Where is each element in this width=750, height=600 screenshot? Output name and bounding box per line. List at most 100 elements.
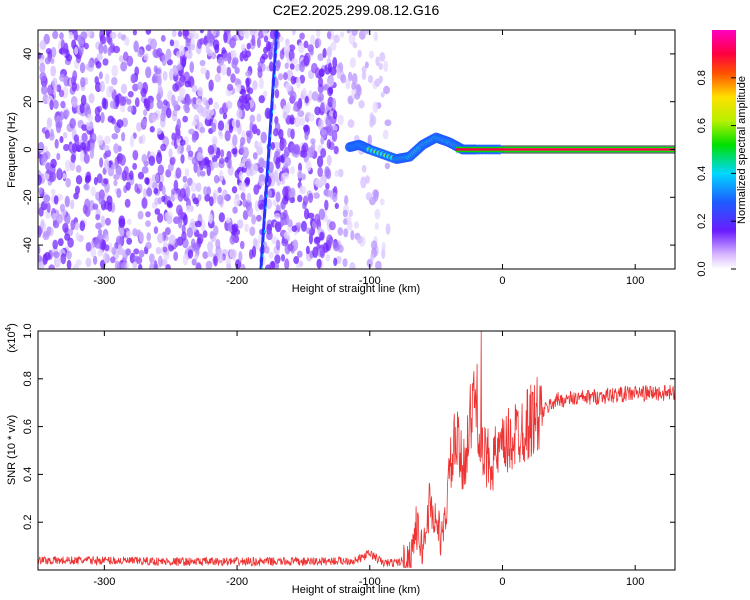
spectrogram-cell	[383, 85, 391, 95]
spectrogram-cell	[273, 212, 281, 219]
spectrogram-cell	[177, 30, 183, 37]
spectrogram-cell	[80, 142, 87, 151]
spectrogram-cell	[179, 139, 186, 146]
spectrogram-cell	[225, 217, 231, 224]
spectrogram-cell	[96, 52, 103, 61]
spectrogram-cell	[199, 59, 206, 67]
spectrogram-cell	[327, 62, 333, 73]
spectrogram-cell	[206, 250, 214, 258]
spectrogram-cell	[191, 258, 197, 266]
spectrogram-cell	[153, 260, 158, 269]
spectrogram-cell	[274, 88, 280, 99]
spectrogram-cell	[185, 205, 192, 213]
spectrogram-cell	[109, 85, 114, 94]
y-tick-label: 0.6	[22, 419, 34, 434]
spectrogram-cell	[282, 72, 288, 81]
colorbar-tick-label: 0.6	[696, 118, 708, 133]
spectrogram-cell	[217, 194, 224, 205]
spectrogram-cell	[311, 141, 316, 153]
spectrogram-cell	[288, 189, 295, 199]
spectrogram-cell	[52, 251, 60, 259]
spectrogram-cell	[349, 261, 356, 269]
spectrogram-cell	[50, 46, 57, 58]
spectrogram-cell	[100, 111, 105, 124]
spectrogram-cell	[316, 258, 322, 269]
spectrogram-cell	[283, 151, 289, 159]
spectrogram-cell	[199, 126, 206, 134]
spectrogram-cell	[124, 36, 130, 46]
spectrogram-cell	[213, 225, 219, 236]
spectrogram-cell	[138, 136, 143, 145]
spectrogram-cell	[54, 138, 59, 149]
x-tick-label: 100	[626, 275, 644, 287]
spectrogram-cell	[346, 214, 352, 225]
spectrogram-cell	[156, 127, 162, 135]
spectrogram-cell	[181, 224, 186, 234]
spectrogram-cell	[154, 197, 159, 206]
spectrogram-cell	[97, 249, 104, 257]
spectrogram-cell	[65, 177, 71, 188]
spectrogram-cell	[111, 246, 117, 255]
spectrogram-cell	[156, 100, 164, 110]
spectrogram-cell	[231, 59, 238, 69]
spectrogram-cell	[223, 32, 228, 44]
spectrogram-cell	[333, 257, 338, 267]
spectrogram-cell	[78, 44, 84, 56]
spectrogram-cell	[60, 39, 65, 51]
spectrogram-cell	[379, 198, 385, 206]
spectrogram-cell	[231, 148, 238, 155]
spectrogram-cell	[344, 195, 349, 206]
spectrogram-cell	[143, 109, 148, 117]
spectrogram-cell	[92, 255, 98, 265]
spectrogram-cell	[326, 31, 332, 40]
spectrogram-cell	[291, 58, 299, 65]
spectrogram-cell	[231, 223, 239, 233]
spectrogram-cell	[262, 90, 268, 97]
spectrogram-cell	[361, 65, 367, 74]
spectrogram-cell	[199, 170, 206, 177]
spectrogram-cell	[303, 55, 310, 67]
spectrogram-cell	[95, 222, 102, 230]
spectrogram-cell	[351, 30, 358, 37]
spectrogram-cell	[103, 144, 110, 152]
spectrogram-cell	[315, 30, 321, 38]
spectrogram-cell	[109, 31, 117, 39]
spectrogram-cell	[297, 162, 303, 172]
spectrogram-cell	[96, 173, 103, 184]
spectrogram-cell	[161, 195, 166, 203]
spectrogram-cell	[278, 155, 285, 163]
spectrogram-cell	[129, 252, 136, 264]
spectrogram-cell	[244, 100, 251, 112]
spectrogram-cell	[277, 73, 284, 81]
spectrogram-cell	[326, 46, 332, 58]
spectrogram-cell	[80, 94, 87, 106]
spectrogram-cell	[328, 110, 334, 117]
spectrogram-cell	[379, 52, 386, 62]
spectrogram-cell	[189, 61, 195, 74]
spectrogram-cell	[337, 114, 344, 126]
spectrogram-cell	[291, 225, 298, 233]
spectrogram-cell	[48, 173, 55, 183]
spectrogram-cell	[275, 204, 281, 211]
spectrogram-cell	[217, 120, 225, 131]
spectrogram-cell	[347, 119, 355, 128]
spectrogram-cell	[100, 215, 106, 228]
spectrogram-cell	[120, 96, 127, 107]
spectrogram-cell	[160, 35, 166, 42]
y-tick-label: 20	[22, 96, 34, 108]
spectrogram-cell	[169, 68, 174, 81]
spectrogram-cell	[52, 30, 59, 40]
spectrogram-cell	[132, 150, 139, 161]
spectrogram-cell	[349, 57, 357, 69]
spectrogram-cell	[162, 70, 168, 81]
spectrogram-cell	[226, 263, 232, 269]
spectrogram-cell	[229, 37, 236, 49]
spectrogram-cell	[75, 232, 80, 241]
spectrogram-cell	[249, 226, 256, 237]
x-tick-label: -200	[226, 576, 248, 588]
spectrogram-cell	[340, 74, 347, 84]
spectrogram-cell	[156, 75, 162, 87]
spectrogram-cell	[191, 120, 198, 127]
spectrogram-cell	[262, 30, 268, 37]
